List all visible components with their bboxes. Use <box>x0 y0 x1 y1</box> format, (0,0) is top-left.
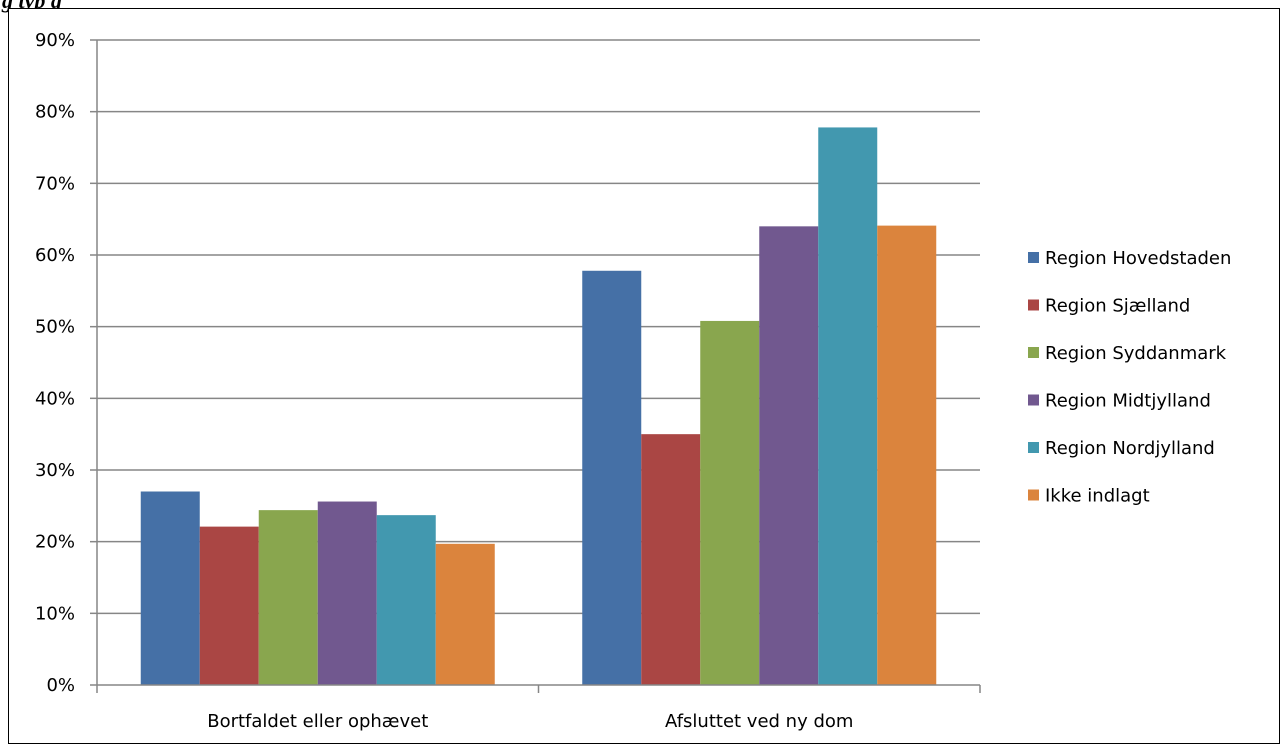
y-tick-label: 0% <box>46 675 75 696</box>
y-tick-label: 80% <box>35 102 75 123</box>
bar <box>199 526 259 685</box>
bar <box>140 491 200 685</box>
legend-label: Region Syddanmark <box>1045 343 1227 364</box>
y-axis-ticks: 0% 10% 20% 30% 40% 50% 60% 70% 80% 90% <box>35 30 97 696</box>
legend: Region Hovedstaden Region Sjælland Region … <box>1028 248 1231 507</box>
bar <box>700 320 760 685</box>
y-tick-label: 30% <box>35 460 75 481</box>
legend-swatch <box>1028 442 1039 453</box>
legend-label: Region Sjælland <box>1045 296 1190 317</box>
legend-label: Ikke indlagt <box>1045 486 1150 507</box>
bar <box>317 501 377 685</box>
y-tick-label: 90% <box>35 30 75 51</box>
legend-label: Region Midtjylland <box>1045 391 1211 412</box>
legend-swatch <box>1028 489 1039 501</box>
y-tick-label: 50% <box>35 317 75 338</box>
legend-label: Region Hovedstaden <box>1045 248 1231 269</box>
y-tick-label: 10% <box>35 603 75 624</box>
y-tick-label: 60% <box>35 245 75 266</box>
bar <box>877 225 937 685</box>
y-tick-label: 40% <box>35 388 75 409</box>
legend-label: Region Nordjylland <box>1045 438 1215 459</box>
x-tick-label: Afsluttet ved ny dom <box>665 711 853 732</box>
legend-swatch <box>1028 347 1039 358</box>
bar <box>582 270 642 685</box>
x-axis-labels: Bortfaldet eller ophævet Afsluttet ved ny… <box>207 711 853 732</box>
legend-swatch <box>1028 394 1039 406</box>
x-tick-label: Bortfaldet eller ophævet <box>207 711 428 732</box>
bars <box>140 127 937 686</box>
y-tick-label: 20% <box>35 532 75 553</box>
bar <box>258 510 318 685</box>
legend-swatch <box>1028 252 1039 263</box>
bar <box>759 226 819 686</box>
bar <box>818 127 878 685</box>
axes <box>96 40 981 693</box>
bar <box>376 515 436 685</box>
bar <box>641 434 701 685</box>
legend-swatch <box>1028 299 1039 311</box>
y-tick-label: 70% <box>35 173 75 194</box>
bar <box>435 543 495 685</box>
